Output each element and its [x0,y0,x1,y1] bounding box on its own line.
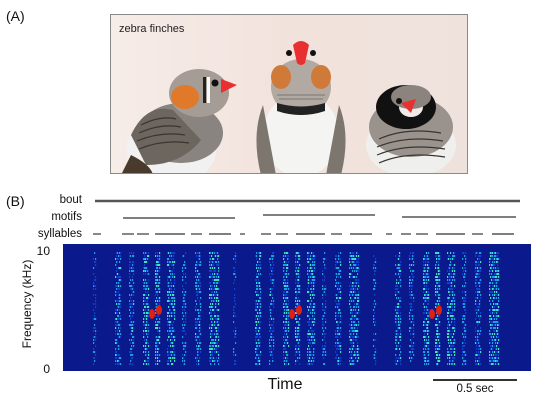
x-axis-label: Time [267,376,303,393]
panel-b-label: (B) [6,193,25,209]
bout-label: bout [59,194,82,206]
spectrogram-texture [93,252,500,365]
y-axis-label: Frequency (kHz) [20,259,34,349]
spectrogram-image [63,244,531,371]
syllables-label: syllables [37,228,82,240]
finch-right [366,85,456,173]
photo-caption: zebra finches [119,23,185,35]
spectrogram [63,244,531,371]
scale-bar [433,379,517,381]
motifs-label: motifs [51,211,82,223]
y-tick-top: 10 [36,244,50,258]
y-tick-bottom: 0 [43,362,50,376]
scale-bar-label: 0.5 sec [456,383,494,395]
panel-a-label: (A) [6,8,25,24]
zebra-finch-photo: zebra finches [110,14,468,174]
finch-left [122,69,237,173]
song-structure-tracks [93,199,520,235]
motif-lines [123,214,516,219]
finch-illustration [111,15,467,173]
finch-middle [256,41,346,173]
